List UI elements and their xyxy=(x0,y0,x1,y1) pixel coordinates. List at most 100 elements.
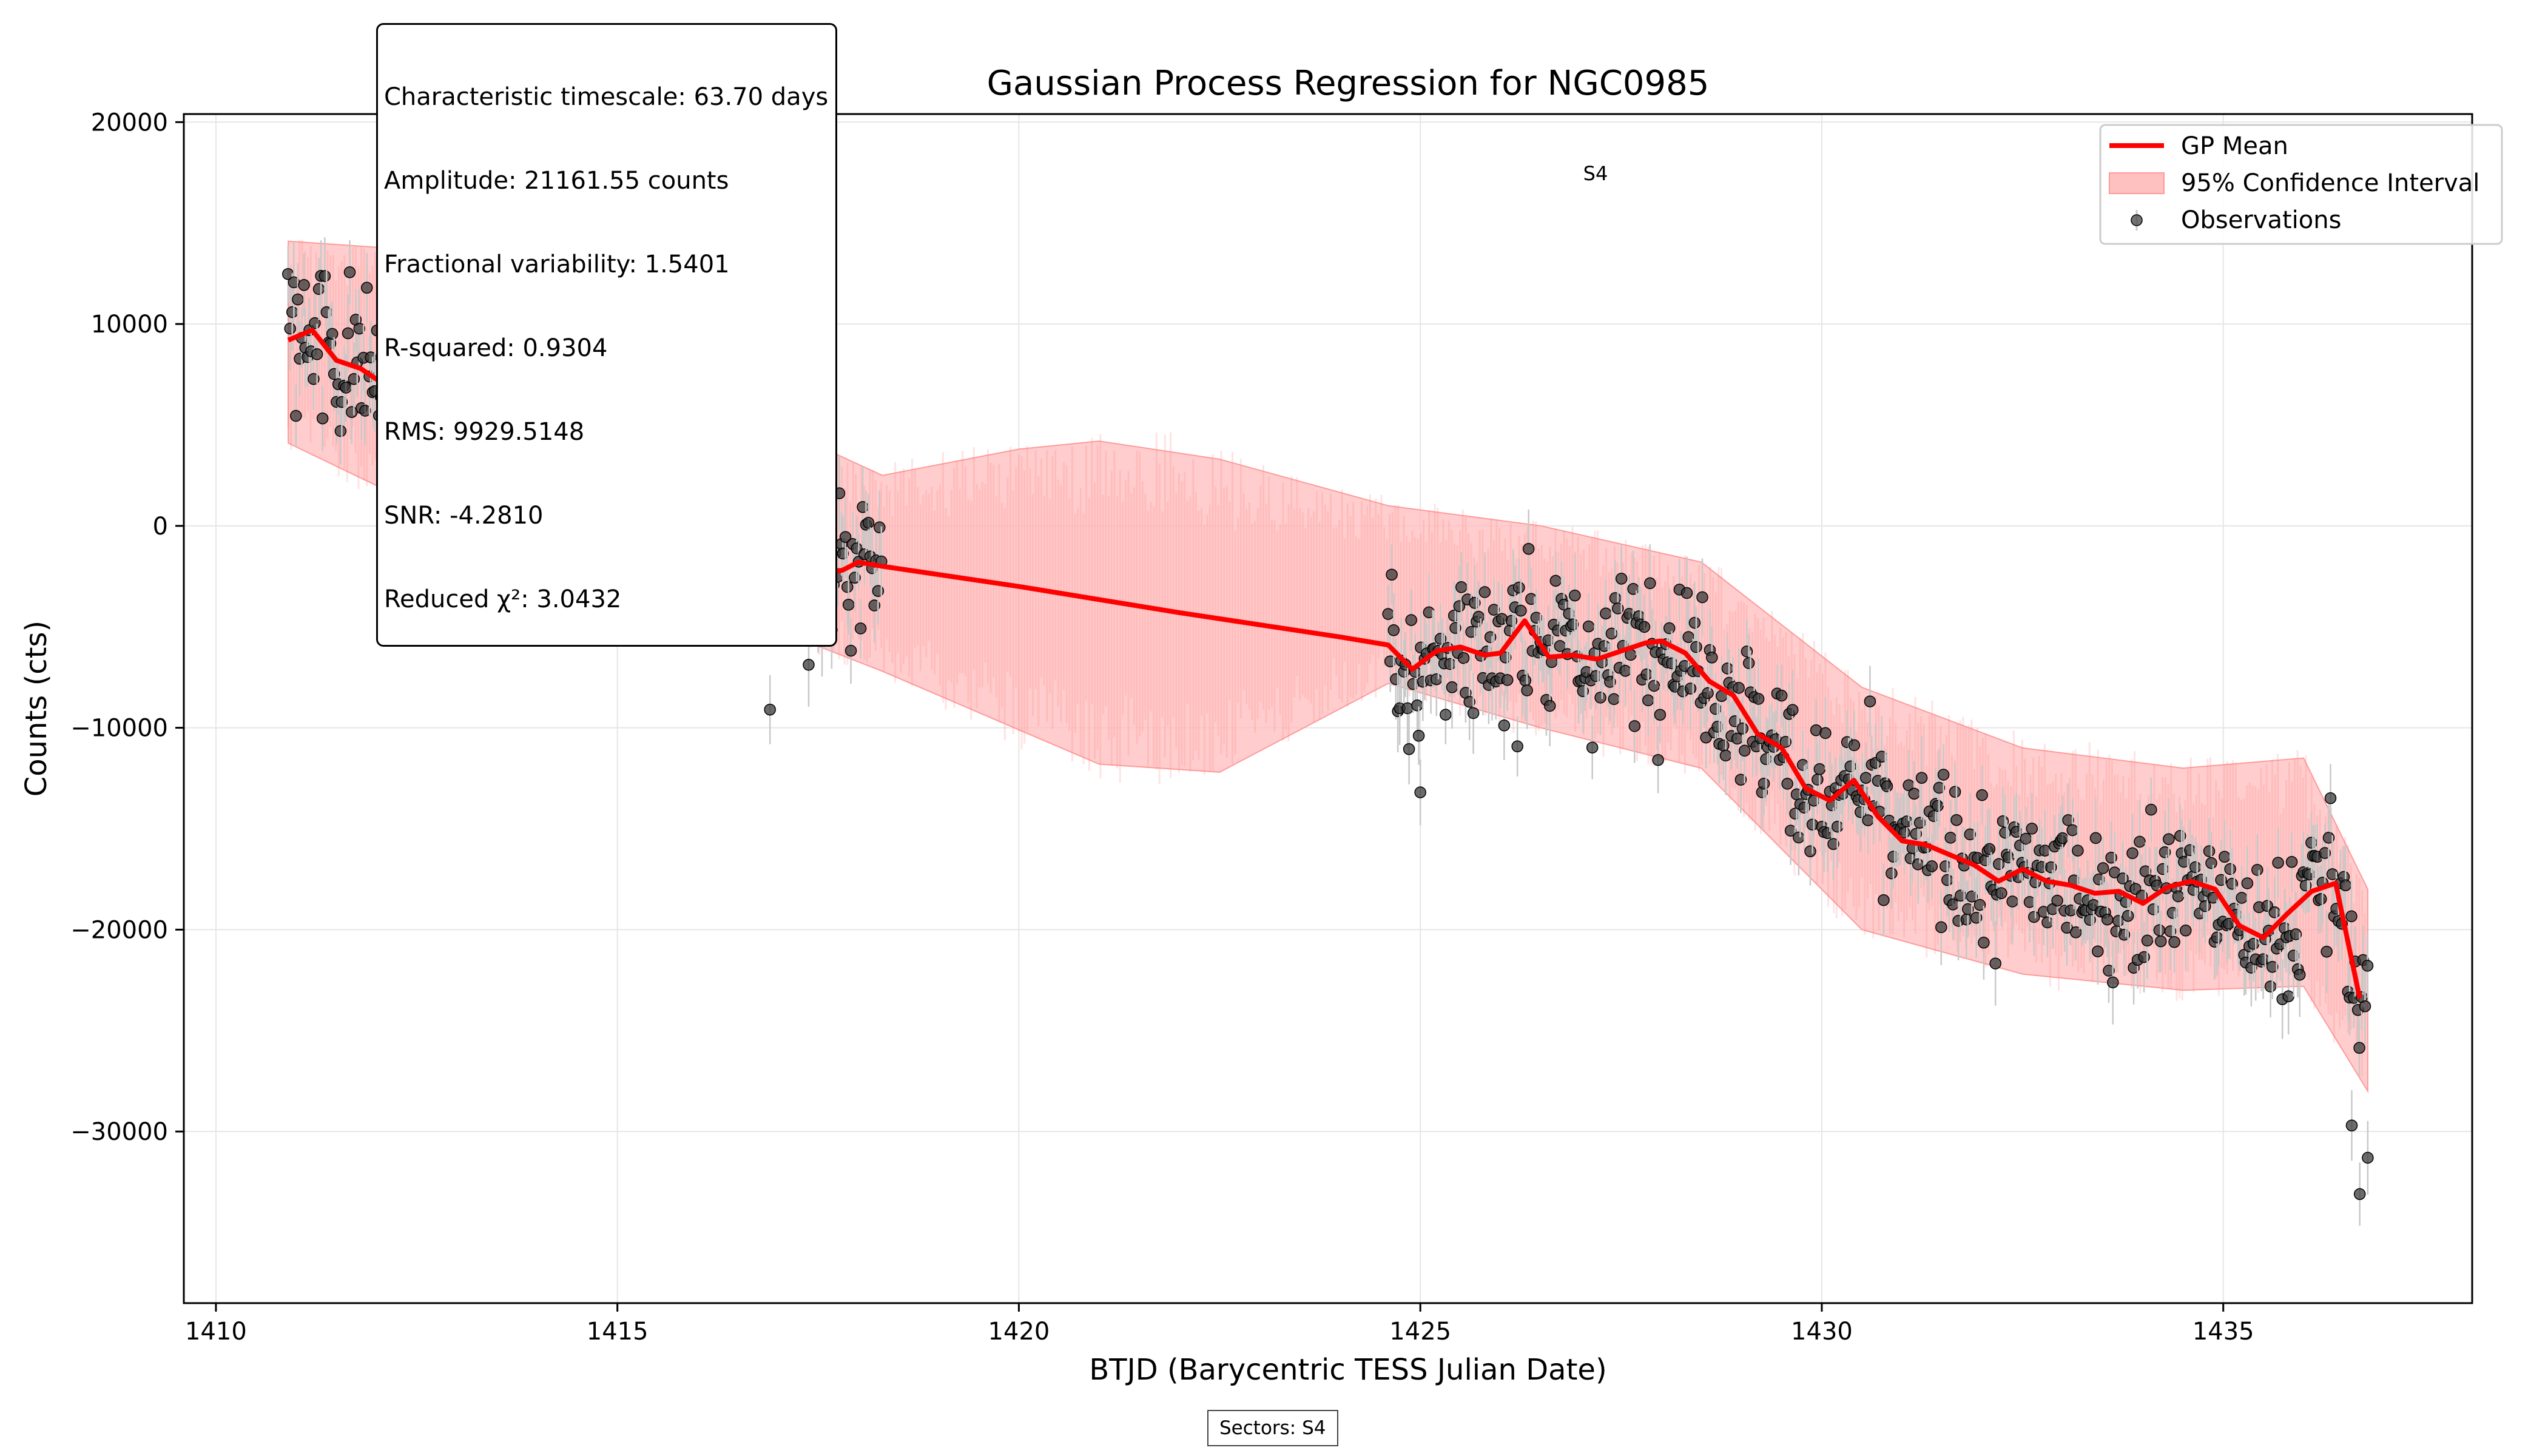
observation-point xyxy=(1609,592,1622,604)
observation-point xyxy=(311,348,323,360)
observation-point xyxy=(2134,835,2146,848)
observation-point xyxy=(1798,801,1810,814)
observation-point xyxy=(2319,847,2331,859)
observation-point xyxy=(1878,894,1890,906)
observation-point xyxy=(1944,832,1956,844)
observation-point xyxy=(2145,803,2157,816)
observation-point xyxy=(1949,786,1961,798)
x-tick-label: 1430 xyxy=(1791,1318,1853,1346)
observation-point xyxy=(2285,856,2298,868)
observation-point xyxy=(343,266,356,278)
observation-point xyxy=(1412,730,1425,742)
observation-point xyxy=(2268,906,2280,918)
observation-point xyxy=(1947,898,1959,911)
observation-point xyxy=(1779,736,1791,748)
observation-point xyxy=(1995,887,2007,899)
observation-point xyxy=(360,281,373,294)
observation-point xyxy=(2294,968,2306,981)
observation-point xyxy=(1440,709,1452,721)
observation-point xyxy=(1804,845,1816,858)
observation-point xyxy=(1600,607,1612,620)
observation-point xyxy=(2172,890,2185,903)
observation-point xyxy=(2320,945,2333,958)
observation-point xyxy=(1964,828,1977,841)
observation-point xyxy=(359,405,371,417)
observation-point xyxy=(1966,891,1978,903)
observation-point xyxy=(1505,615,1518,627)
legend-frame xyxy=(2099,124,2503,245)
observation-point xyxy=(2045,861,2057,874)
observation-point xyxy=(1403,743,1415,755)
observation-point xyxy=(2264,980,2277,993)
observation-point xyxy=(1926,860,1938,872)
observation-point xyxy=(2006,895,2018,908)
stat-fractional-variability: Fractional variability: 1.5401 xyxy=(384,251,730,278)
observation-point xyxy=(1950,814,1963,826)
observation-point xyxy=(2322,832,2335,844)
observation-point xyxy=(2069,926,2082,939)
observation-point xyxy=(334,425,347,437)
observation-point xyxy=(1827,838,1839,851)
observation-point xyxy=(1638,621,1651,633)
observation-point xyxy=(1935,921,1947,934)
stat-amplitude: Amplitude: 21161.55 counts xyxy=(384,167,729,195)
observation-point xyxy=(1739,744,1751,757)
observation-point xyxy=(2141,934,2154,947)
observation-point xyxy=(1941,874,1953,886)
observation-point xyxy=(1434,633,1447,645)
observation-point xyxy=(1912,858,1924,871)
observation-point xyxy=(1530,612,1543,624)
observation-point xyxy=(2097,862,2109,874)
observation-point xyxy=(318,270,331,282)
observation-point xyxy=(1989,957,2001,969)
x-tick-label: 1435 xyxy=(2192,1318,2254,1346)
stat-r-squared: R-squared: 0.9304 xyxy=(384,334,608,362)
observation-point xyxy=(2072,844,2084,857)
observation-point xyxy=(1521,684,1533,696)
observation-point xyxy=(1690,641,1702,653)
legend-ci-label: 95% Confidence Interval xyxy=(2181,169,2479,197)
observation-point xyxy=(2126,847,2138,860)
legend: GP Mean 95% Confidence Interval Observat… xyxy=(2099,124,2503,245)
observation-point xyxy=(1586,741,1599,753)
observation-point xyxy=(1446,681,1458,693)
observation-point xyxy=(2324,792,2337,804)
observation-point xyxy=(1781,778,1793,790)
observation-point xyxy=(316,412,329,425)
observation-point xyxy=(1519,675,1532,687)
observation-point xyxy=(1484,631,1497,643)
observation-point xyxy=(1848,739,1861,752)
observation-point xyxy=(2247,938,2260,950)
observation-point xyxy=(1522,542,1535,555)
legend-observations-label: Observations xyxy=(2181,206,2341,234)
observation-point xyxy=(1386,568,1398,581)
observation-point xyxy=(1742,657,1755,669)
observation-point xyxy=(1864,695,1876,707)
observation-point xyxy=(868,599,881,612)
observation-point xyxy=(854,622,867,635)
observation-point xyxy=(298,279,310,291)
observation-point xyxy=(1680,587,1693,599)
sectors-label: Sectors: S4 xyxy=(1207,1410,1338,1446)
observation-point xyxy=(286,306,298,318)
observation-point xyxy=(1644,577,1656,590)
observation-point xyxy=(1734,774,1747,786)
observation-point xyxy=(1640,668,1653,681)
observation-point xyxy=(1457,652,1470,664)
observation-point xyxy=(803,659,815,671)
observation-point xyxy=(1806,818,1819,831)
observation-point xyxy=(1832,820,1844,833)
observation-point xyxy=(2241,877,2254,889)
observation-point xyxy=(2189,861,2202,874)
observation-point xyxy=(1978,937,1990,949)
observation-point xyxy=(849,571,861,584)
observation-point xyxy=(1498,720,1511,732)
observation-point xyxy=(2089,832,2102,844)
observation-point xyxy=(1706,652,1718,664)
observation-point xyxy=(2272,857,2284,869)
observation-point xyxy=(326,328,339,340)
observation-point xyxy=(874,521,886,534)
observation-point xyxy=(2290,928,2302,940)
observation-point xyxy=(1859,772,1872,784)
observation-point xyxy=(1819,727,1832,740)
